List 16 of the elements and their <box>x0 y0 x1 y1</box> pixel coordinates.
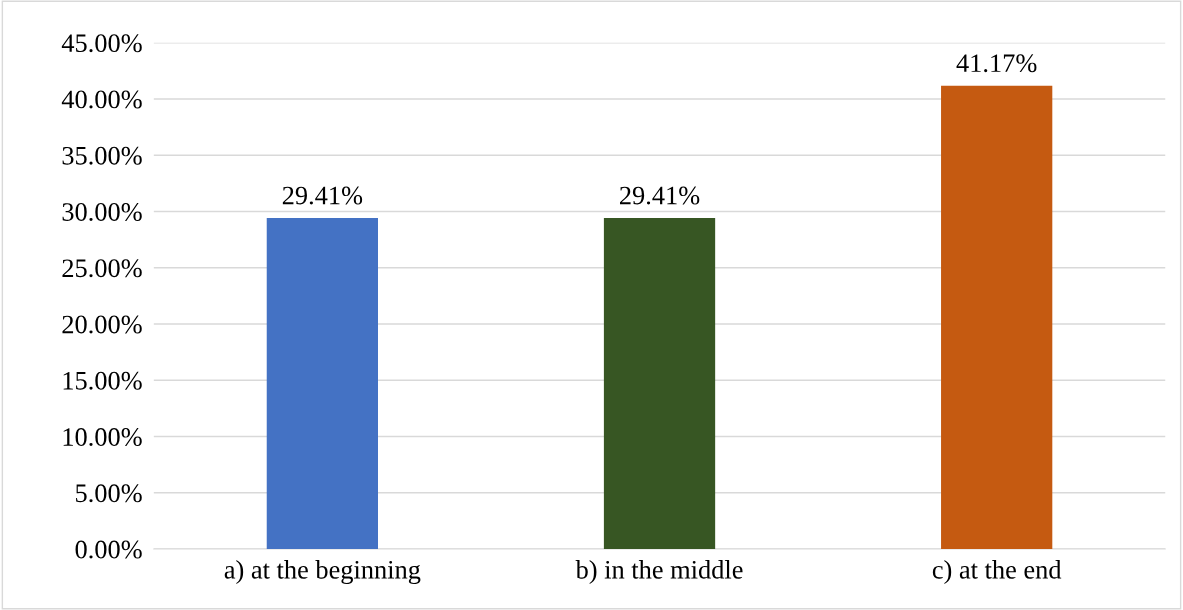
y-tick-label: 10.00% <box>63 428 142 447</box>
y-tick-label: 35.00% <box>62 146 142 165</box>
y-tick-label: 20.00% <box>62 315 142 334</box>
data-label: 29.41% <box>620 186 700 205</box>
y-tick-label: 0.00% <box>75 540 142 559</box>
data-label: 41.17% <box>956 54 1037 73</box>
y-tick-label: 5.00% <box>76 484 142 503</box>
x-tick-label: b) in the middle <box>575 560 743 585</box>
y-tick-label: 40.00% <box>61 90 142 109</box>
y-tick-label: 30.00% <box>62 203 142 221</box>
x-tick-label: a) at the beginning <box>224 560 421 585</box>
data-label: 29.41% <box>282 186 363 205</box>
y-tick-label: 25.00% <box>62 259 142 278</box>
x-tick-label: c) at the end <box>932 560 1062 585</box>
y-tick-label: 45.00% <box>61 34 142 53</box>
y-tick-label: 15.00% <box>63 371 142 390</box>
